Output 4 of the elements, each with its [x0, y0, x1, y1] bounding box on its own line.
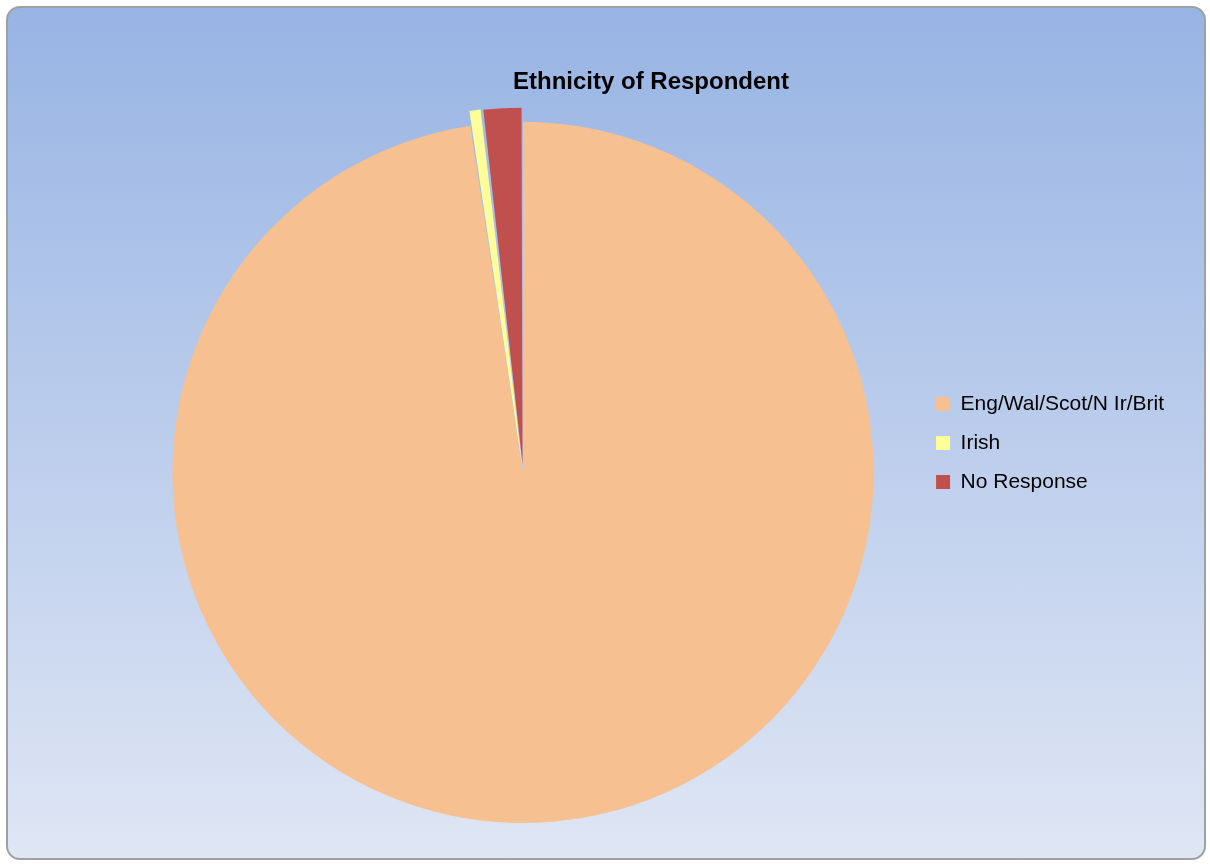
legend-label: Irish: [960, 429, 1001, 453]
chart-title: Ethnicity of Respondent: [513, 67, 790, 95]
legend-label: No Response: [960, 468, 1088, 492]
legend-label: Eng/Wal/Scot/N Ir/Brit: [960, 390, 1165, 414]
